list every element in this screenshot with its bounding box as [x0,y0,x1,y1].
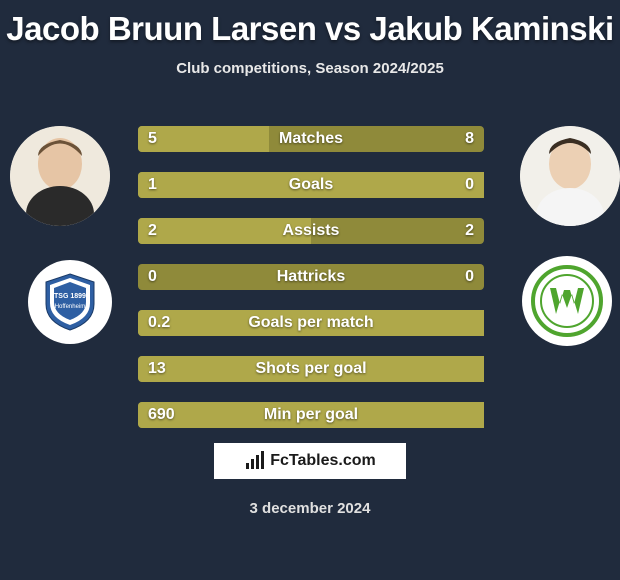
branding-text: FcTables.com [270,452,376,470]
stat-label: Matches [138,130,484,148]
branding-box: FcTables.com [214,443,406,479]
stat-row-hattricks: 0 Hattricks 0 [138,264,484,290]
club-badge-right [522,256,612,346]
club-badge-left: TSG 1899 Hoffenheim [28,260,112,344]
stat-right-value: 0 [465,268,474,286]
stats-bars: 5 Matches 8 1 Goals 0 2 Assists 2 0 Hatt… [138,126,484,448]
stat-label: Goals per match [138,314,484,332]
stat-right-value: 8 [465,130,474,148]
player-right-avatar [520,126,620,226]
chart-icon [244,451,266,471]
stat-row-assists: 2 Assists 2 [138,218,484,244]
stat-row-min-per-goal: 690 Min per goal [138,402,484,428]
stat-row-goals-per-match: 0.2 Goals per match [138,310,484,336]
stat-row-shots-per-goal: 13 Shots per goal [138,356,484,382]
stat-label: Goals [138,176,484,194]
stat-row-goals: 1 Goals 0 [138,172,484,198]
stat-label: Min per goal [138,406,484,424]
date-text: 3 december 2024 [0,500,620,517]
stat-right-value: 0 [465,176,474,194]
svg-text:Hoffenheim: Hoffenheim [55,304,86,310]
stat-label: Shots per goal [138,360,484,378]
stat-row-matches: 5 Matches 8 [138,126,484,152]
subtitle: Club competitions, Season 2024/2025 [0,60,620,77]
stat-right-value: 2 [465,222,474,240]
player-left-avatar [10,126,110,226]
stat-label: Assists [138,222,484,240]
svg-text:TSG 1899: TSG 1899 [54,293,86,300]
page-title: Jacob Bruun Larsen vs Jakub Kaminski [0,0,620,48]
stat-label: Hattricks [138,268,484,286]
